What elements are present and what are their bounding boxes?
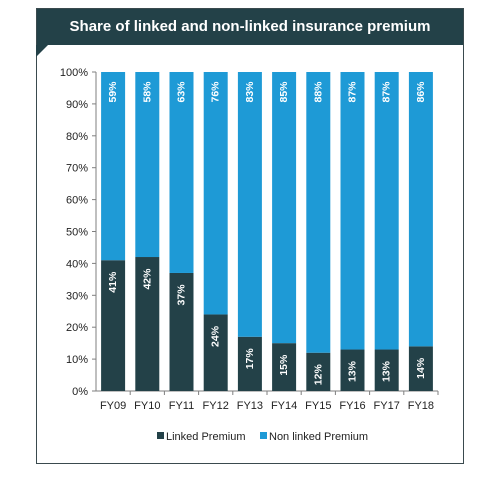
y-tick-label: 80% — [66, 131, 88, 143]
x-tick-label: FY11 — [169, 400, 194, 412]
bar-segment — [272, 72, 297, 344]
data-label: 87% — [347, 81, 359, 103]
data-label: 17% — [244, 348, 256, 370]
bar-segment — [169, 272, 194, 391]
bar-segment — [237, 336, 262, 391]
data-label: 13% — [347, 360, 359, 382]
data-label: 88% — [312, 81, 324, 103]
title-banner-tab — [36, 45, 48, 57]
bar-segment — [408, 72, 433, 347]
data-label: 87% — [381, 81, 393, 103]
bar-segment — [306, 352, 331, 391]
data-label: 86% — [415, 81, 427, 103]
legend-swatch — [157, 432, 164, 439]
bar-segment — [272, 343, 297, 391]
y-tick-label: 60% — [66, 195, 88, 207]
data-label: 58% — [141, 81, 153, 103]
x-tick-label: FY10 — [134, 400, 160, 412]
data-label: 42% — [141, 268, 153, 290]
x-tick-label: FY12 — [203, 400, 229, 412]
bar-segment — [374, 349, 399, 391]
data-label: 41% — [107, 271, 119, 293]
bar-segment — [237, 72, 262, 337]
y-tick-label: 100% — [60, 67, 88, 79]
legend-swatch — [260, 432, 267, 439]
bar-segment — [340, 72, 365, 350]
x-tick-label: FY18 — [408, 400, 434, 412]
y-tick-label: 0% — [72, 386, 88, 398]
data-label: 63% — [176, 81, 188, 103]
bar-segment — [203, 72, 228, 315]
data-label: 15% — [278, 354, 290, 376]
y-tick-label: 90% — [66, 99, 88, 111]
bar-segment — [203, 314, 228, 391]
bar-segment — [374, 72, 399, 350]
x-tick-label: FY17 — [374, 400, 400, 412]
bar-segment — [169, 72, 194, 273]
bar-segment — [135, 257, 160, 391]
data-label: 76% — [210, 81, 222, 103]
legend-label: Linked Premium — [166, 431, 245, 443]
data-label: 37% — [176, 284, 188, 306]
data-label: 12% — [312, 364, 324, 386]
x-tick-label: FY09 — [100, 400, 126, 412]
y-tick-label: 30% — [66, 290, 88, 302]
legend-label: Non linked Premium — [269, 431, 368, 443]
bar-segment — [340, 349, 365, 391]
bar-segment — [408, 346, 433, 391]
data-label: 13% — [381, 360, 393, 382]
bar-segment — [306, 72, 331, 353]
data-label: 85% — [278, 81, 290, 103]
x-tick-label: FY16 — [339, 400, 365, 412]
x-tick-label: FY15 — [305, 400, 331, 412]
y-tick-label: 10% — [66, 354, 88, 366]
x-tick-label: FY13 — [237, 400, 263, 412]
data-label: 24% — [210, 325, 222, 347]
data-label: 59% — [107, 81, 119, 103]
data-label: 14% — [415, 357, 427, 379]
y-tick-label: 70% — [66, 163, 88, 175]
data-label: 83% — [244, 81, 256, 103]
chart-title: Share of linked and non-linked insurance… — [37, 9, 463, 45]
y-tick-label: 50% — [66, 227, 88, 239]
bar-segment — [101, 72, 126, 261]
y-tick-label: 40% — [66, 258, 88, 270]
x-tick-label: FY14 — [271, 400, 297, 412]
y-tick-label: 20% — [66, 322, 88, 334]
bar-segment — [135, 72, 160, 258]
bar-segment — [101, 260, 126, 391]
